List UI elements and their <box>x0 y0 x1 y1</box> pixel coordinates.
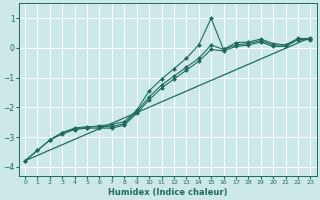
X-axis label: Humidex (Indice chaleur): Humidex (Indice chaleur) <box>108 188 228 197</box>
